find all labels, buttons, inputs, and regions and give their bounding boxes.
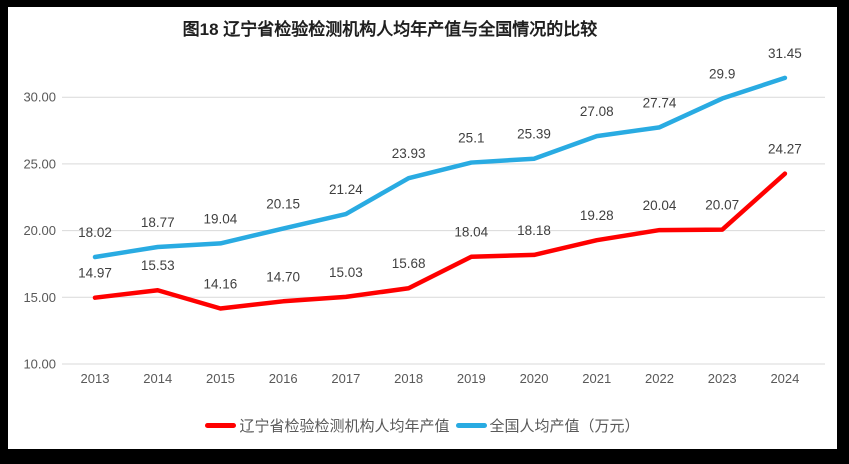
data-label-series-0: 15.03: [329, 265, 363, 280]
line-chart-plot: 10.00 15.00 20.00 25.00 30.00 2013 2014 2015 201…: [23, 46, 825, 386]
x-axis-tick-label: 2020: [520, 371, 549, 386]
x-axis-tick-label: 2019: [457, 371, 486, 386]
x-axis-tick-label: 2015: [206, 371, 235, 386]
data-label-series-0: 14.16: [204, 277, 238, 292]
data-label-series-0: 24.27: [768, 142, 802, 157]
legend-item-national: 全国人均产值（万元）: [455, 415, 640, 436]
data-label-series-0: 14.70: [266, 269, 300, 284]
x-axis-tick-label: 2018: [394, 371, 423, 386]
data-label-series-0: 18.04: [454, 225, 488, 240]
chart-canvas: 图18 辽宁省检验检测机构人均年产值与全国情况的比较 10.00 15.00 20.…: [8, 7, 837, 449]
x-axis-tick-label: 2024: [770, 371, 799, 386]
data-label-series-0: 15.53: [141, 258, 175, 273]
data-label-series-1: 23.93: [392, 146, 426, 161]
y-axis-tick-label: 25.00: [23, 156, 56, 171]
x-axis-tick-label: 2023: [708, 371, 737, 386]
data-label-series-0: 14.97: [78, 266, 112, 281]
data-label-series-1: 21.24: [329, 182, 363, 197]
legend-line-swatch-red: [205, 423, 237, 428]
data-label-series-0: 20.07: [705, 198, 739, 213]
data-label-series-1: 27.08: [580, 104, 614, 119]
data-label-series-0: 19.28: [580, 208, 614, 223]
data-label-series-1: 20.15: [266, 197, 300, 212]
x-axis-tick-label: 2017: [331, 371, 360, 386]
x-axis-tick-label: 2013: [81, 371, 110, 386]
legend-label-liaoning: 辽宁省检验检测机构人均年产值: [239, 418, 450, 435]
x-axis-tick-label: 2016: [269, 371, 298, 386]
data-label-series-1: 19.04: [204, 211, 238, 226]
data-label-series-1: 29.9: [709, 67, 735, 82]
x-axis-tick-label: 2021: [582, 371, 611, 386]
data-label-series-1: 25.1: [458, 131, 484, 146]
series-line-1: [92, 75, 788, 260]
y-axis-tick-label: 20.00: [23, 223, 56, 238]
data-label-series-0: 20.04: [643, 198, 677, 213]
legend-line-swatch-blue: [455, 423, 487, 428]
legend-item-liaoning: 辽宁省检验检测机构人均年产值: [205, 415, 450, 436]
x-axis-tick-label: 2022: [645, 371, 674, 386]
data-label-series-1: 27.74: [643, 95, 677, 110]
y-axis-tick-label: 15.00: [23, 290, 56, 305]
y-axis-tick-label: 10.00: [23, 357, 56, 372]
data-label-series-0: 15.68: [392, 256, 426, 271]
x-axis-tick-label: 2014: [143, 371, 172, 386]
data-label-series-1: 31.45: [768, 46, 802, 61]
y-axis-tick-label: 30.00: [23, 90, 56, 105]
data-label-series-1: 25.39: [517, 127, 551, 142]
data-label-series-1: 18.02: [78, 225, 112, 240]
chart-legend: 辽宁省检验检测机构人均年产值 全国人均产值（万元）: [8, 415, 837, 436]
data-label-series-1: 18.77: [141, 215, 175, 230]
series-line-0: [92, 171, 788, 311]
data-label-series-0: 18.18: [517, 223, 551, 238]
chart-title: 图18 辽宁省检验检测机构人均年产值与全国情况的比较: [182, 20, 598, 39]
legend-label-national: 全国人均产值（万元）: [489, 418, 640, 435]
